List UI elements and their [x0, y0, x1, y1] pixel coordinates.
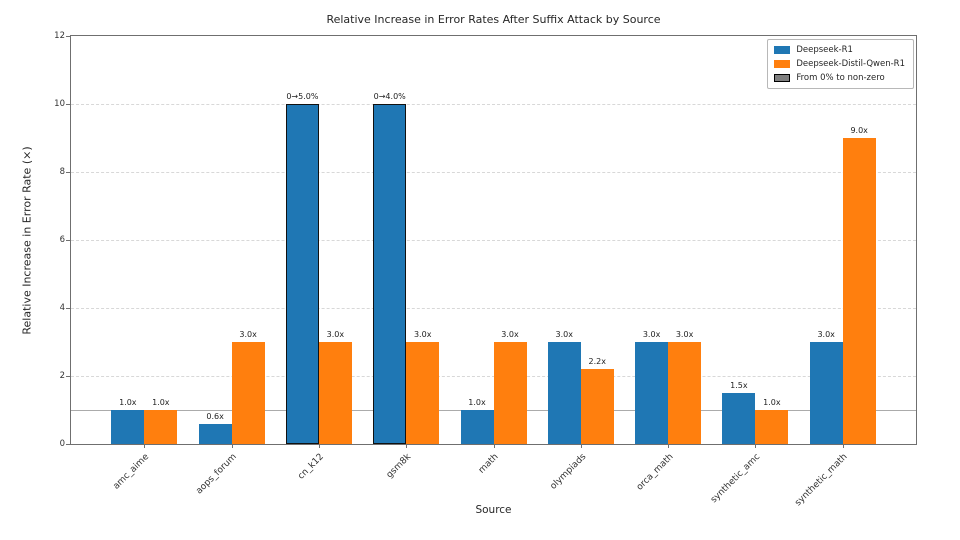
bar-deepseek-r1-orca_math [635, 342, 669, 444]
legend-label: Deepseek-R1 [796, 45, 853, 55]
x-tick-mark [493, 444, 495, 448]
x-tick-mark [318, 444, 320, 448]
y-tick-label: 8 [59, 166, 65, 177]
bar-deepseek-distil-qwen-r1-synthetic_amc [755, 410, 789, 444]
y-tick-mark [66, 240, 71, 241]
bar-value-label: 0.6x [206, 411, 224, 421]
bar-value-label: 2.2x [588, 357, 607, 367]
bar-deepseek-r1-cn_k12 [285, 104, 319, 444]
legend-label: Deepseek-Distil-Qwen-R1 [796, 59, 905, 69]
bar-deepseek-distil-qwen-r1-orca_math [668, 342, 702, 444]
bar-value-label: 3.0x [239, 330, 257, 339]
bar-value-label: 0→4.0% [373, 92, 406, 101]
legend-entry-deepseek-r1: Deepseek-R1 [774, 45, 905, 55]
y-tick-mark [66, 444, 71, 445]
bar-value-label: 3.0x [817, 330, 835, 339]
chart-title: Relative Increase in Error Rates After S… [326, 13, 661, 26]
y-tick-mark [66, 103, 71, 105]
x-tick-label-olympiads: olympiads [548, 452, 588, 492]
bar-deepseek-distil-qwen-r1-synthetic_math [842, 138, 876, 444]
x-tick-label-cn_k12: cn_k12 [296, 452, 326, 482]
x-tick-mark [668, 444, 670, 448]
x-tick-mark [406, 444, 408, 448]
bar-deepseek-distil-qwen-r1-amc_aime [144, 410, 178, 444]
legend-entry-deepseek-distil-qwen-r1: Deepseek-Distil-Qwen-R1 [774, 59, 905, 69]
bar-value-label: 3.0x [642, 330, 661, 339]
y-gridline [71, 103, 916, 105]
bar-value-label: 3.0x [501, 330, 519, 339]
y-tick-label: 10 [54, 98, 65, 109]
x-tick-mark [144, 444, 146, 448]
y-tick-label: 12 [54, 31, 65, 41]
bar-value-label: 1.0x [468, 398, 486, 408]
x-tick-label-amc_aime: amc_aime [111, 452, 152, 492]
bar-value-label: 1.0x [119, 398, 137, 408]
bar-value-label: 3.0x [555, 330, 574, 339]
x-tick-mark [755, 444, 757, 448]
x-tick-label-gsm8k: gsm8k [384, 452, 414, 481]
y-tick-label: 2 [59, 371, 65, 381]
plot-area: 0 2 4 6 8 10 12 1.0x 0.6x 0→5.0% 0→4.0% 1.0x 3.0x 3.0… [54, 31, 917, 508]
bar-deepseek-distil-qwen-r1-aops_forum [231, 342, 265, 444]
bar-value-label: 1.0x [763, 398, 781, 408]
legend-swatch-blue-icon [774, 46, 791, 54]
bar-deepseek-distil-qwen-r1-olympiads [580, 369, 614, 444]
y-tick-mark [66, 307, 71, 309]
x-tick-mark [231, 444, 233, 448]
x-axis-label: Source [475, 504, 512, 516]
x-tick-label-math: math [476, 452, 501, 476]
legend: Deepseek-R1 Deepseek-Distil-Qwen-R1 From… [767, 39, 914, 89]
y-tick-mark [66, 376, 71, 377]
y-tick-label: 4 [59, 302, 65, 313]
y-gridline [71, 240, 916, 241]
legend-label: From 0% to non-zero [796, 73, 885, 83]
bar-deepseek-r1-aops_forum [198, 423, 232, 444]
bar-deepseek-r1-math [460, 410, 494, 444]
bar-value-label: 3.0x [413, 330, 432, 339]
bar-deepseek-r1-synthetic_amc [722, 393, 756, 444]
bar-deepseek-r1-gsm8k [373, 104, 407, 444]
x-tick-label-synthetic_amc: synthetic_amc [709, 452, 763, 506]
bar-value-label: 1.5x [730, 381, 748, 390]
x-tick-label-synthetic_math: synthetic_math [793, 452, 850, 509]
x-tick-mark [580, 444, 582, 448]
bar-deepseek-distil-qwen-r1-math [493, 342, 527, 444]
y-tick-mark [66, 36, 71, 37]
bar-deepseek-r1-synthetic_math [809, 342, 843, 444]
legend-swatch-orange-icon [774, 60, 791, 68]
y-gridline [71, 171, 916, 173]
y-axis-label: Relative Increase in Error Rate (×) [20, 146, 34, 335]
x-tick-label-aops_forum: aops_forum [194, 452, 239, 497]
bar-deepseek-r1-olympiads [547, 342, 581, 444]
x-tick-mark [842, 444, 844, 448]
bar-value-label: 9.0x [850, 126, 868, 135]
legend-entry-zero-to-nonzero: From 0% to non-zero [774, 73, 905, 83]
bar-deepseek-r1-amc_aime [111, 410, 145, 444]
bar-value-label: 1.0x [152, 398, 170, 408]
bar-value-label: 3.0x [326, 330, 345, 339]
y-tick-label: 0 [59, 439, 65, 449]
y-gridline [71, 307, 916, 309]
bar-deepseek-distil-qwen-r1-gsm8k [406, 342, 440, 444]
bar-deepseek-distil-qwen-r1-cn_k12 [318, 342, 352, 444]
bar-value-label: 0→5.0% [286, 92, 319, 101]
legend-swatch-gray-icon [774, 74, 791, 82]
bar-value-label: 3.0x [675, 330, 694, 339]
y-tick-mark [66, 171, 71, 173]
y-tick-label: 6 [59, 235, 65, 245]
x-tick-label-orca_math: orca_math [634, 452, 676, 493]
